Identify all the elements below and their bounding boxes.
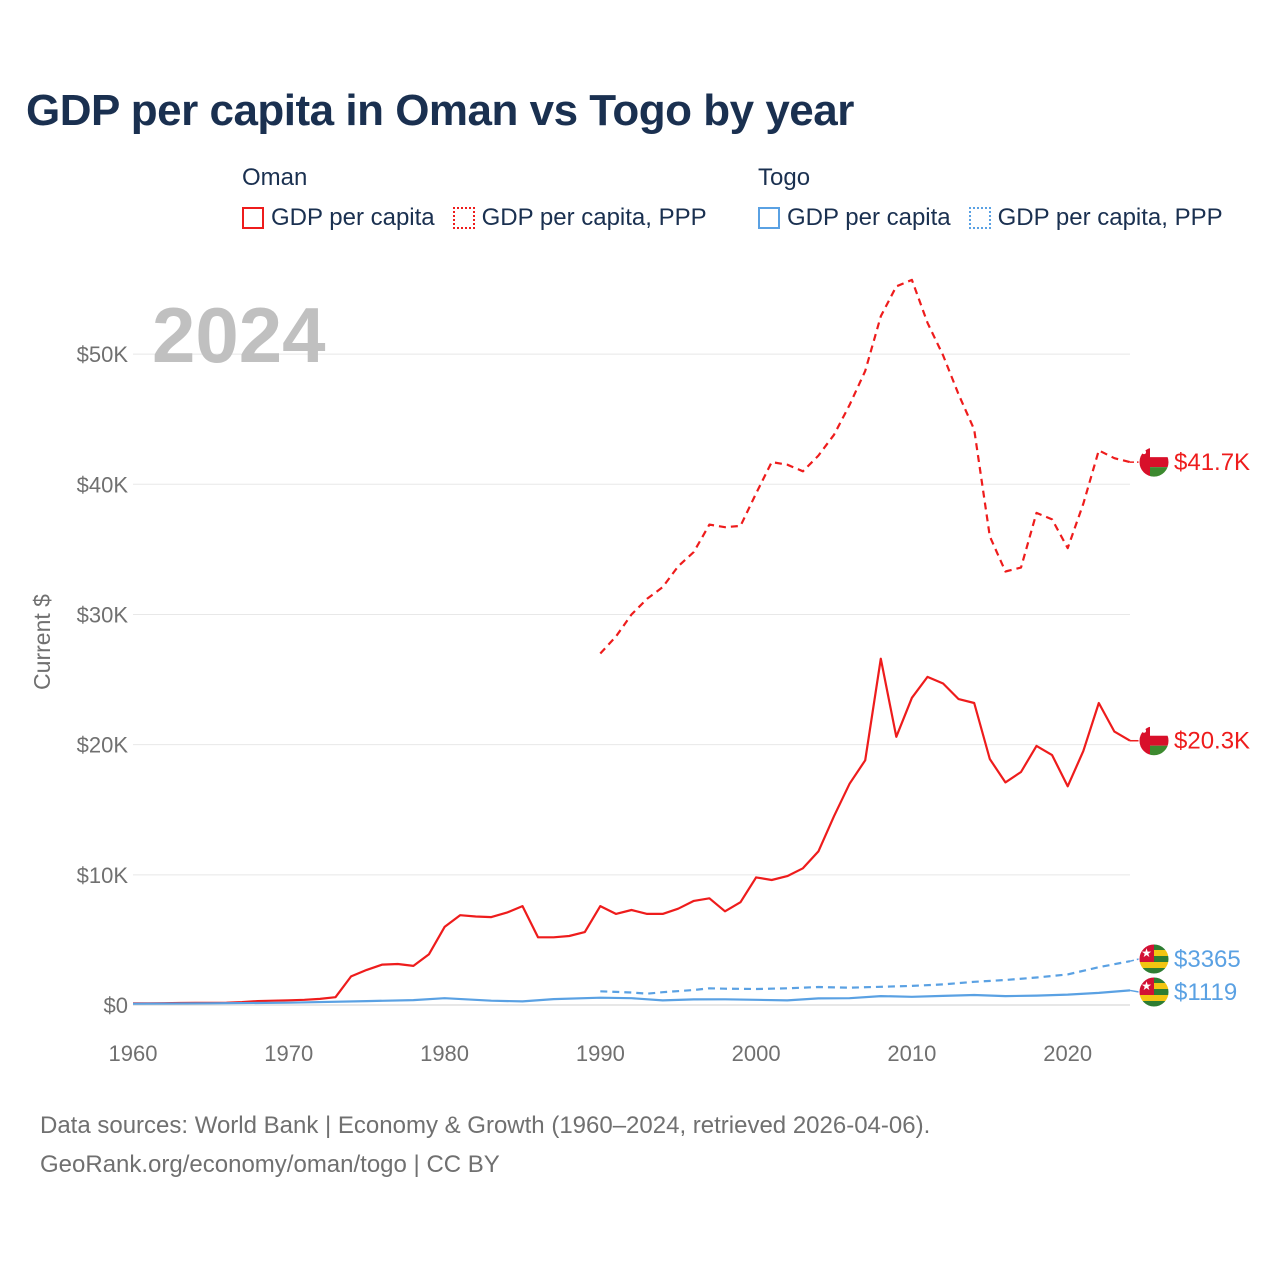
legend-togo-ppp-label: GDP per capita, PPP — [997, 204, 1223, 231]
x-tick-label: 2010 — [887, 1041, 936, 1066]
legend-togo-gdp-label: GDP per capita — [787, 204, 951, 231]
togo-gdp-per-capita-ppp-line[interactable] — [600, 960, 1131, 995]
togo-flag-icon: ★ — [1138, 976, 1170, 1008]
legend-solid-swatch-icon — [758, 207, 780, 229]
svg-text:★: ★ — [1141, 979, 1152, 993]
oman-gdp-per-capita-line[interactable] — [132, 657, 1131, 1005]
oman-gdp-per-capita-ppp-line[interactable] — [599, 278, 1131, 655]
legend-solid-swatch-icon — [242, 207, 264, 229]
footer: Data sources: World Bank | Economy & Gro… — [40, 1106, 930, 1184]
togo-gdp-per-capita-line[interactable] — [132, 989, 1131, 1005]
end-value-label: $20.3K — [1174, 728, 1250, 755]
end-connector — [1129, 958, 1140, 962]
legend-togo-country: Togo — [758, 164, 811, 191]
x-tick-label: 1960 — [109, 1041, 158, 1066]
legend-togo-gdp[interactable]: GDP per capita — [758, 204, 951, 232]
chart-title: GDP per capita in Oman vs Togo by year — [26, 86, 854, 135]
legend-togo-ppp[interactable]: GDP per capita, PPP — [968, 204, 1223, 232]
legend-dotted-swatch-icon — [452, 207, 475, 229]
x-tick-label: 2020 — [1043, 1041, 1092, 1066]
end-connector — [1129, 989, 1140, 993]
end-value-label: $3365 — [1174, 946, 1241, 973]
x-tick-label: 1970 — [264, 1041, 313, 1066]
footer-sources: Data sources: World Bank | Economy & Gro… — [40, 1112, 931, 1139]
oman-flag-icon — [1138, 446, 1170, 478]
y-tick-label: $20K — [77, 733, 129, 758]
x-tick-label: 1980 — [420, 1041, 469, 1066]
legend-oman-ppp-label: GDP per capita, PPP — [481, 204, 707, 231]
y-axis-title: Current $ — [29, 594, 55, 690]
togo-flag-icon: ★ — [1138, 943, 1170, 975]
svg-text:★: ★ — [1141, 946, 1152, 960]
x-tick-label: 2000 — [732, 1041, 781, 1066]
legend-dotted-swatch-icon — [968, 207, 991, 229]
y-tick-label: $50K — [77, 342, 129, 367]
legend-oman-ppp[interactable]: GDP per capita, PPP — [452, 204, 707, 232]
y-tick-label: $0 — [104, 993, 128, 1018]
y-tick-label: $40K — [77, 472, 129, 497]
footer-link[interactable]: GeoRank.org/economy/oman/togo | CC BY — [40, 1151, 500, 1178]
legend-oman: Oman GDP per capita GDP per capita, PPP — [242, 162, 707, 232]
legend-oman-gdp-label: GDP per capita — [271, 204, 435, 231]
legend-oman-gdp[interactable]: GDP per capita — [242, 204, 435, 232]
legend-togo: Togo GDP per capita GDP per capita, PPP — [758, 162, 1223, 232]
y-tick-label: $10K — [77, 863, 129, 888]
year-watermark: 2024 — [152, 291, 326, 379]
legend-oman-country: Oman — [242, 164, 308, 191]
end-value-label: $1119 — [1174, 979, 1237, 1006]
x-tick-label: 1990 — [576, 1041, 625, 1066]
y-tick-label: $30K — [77, 602, 129, 627]
oman-flag-icon — [1138, 725, 1170, 757]
end-value-label: $41.7K — [1174, 449, 1250, 476]
